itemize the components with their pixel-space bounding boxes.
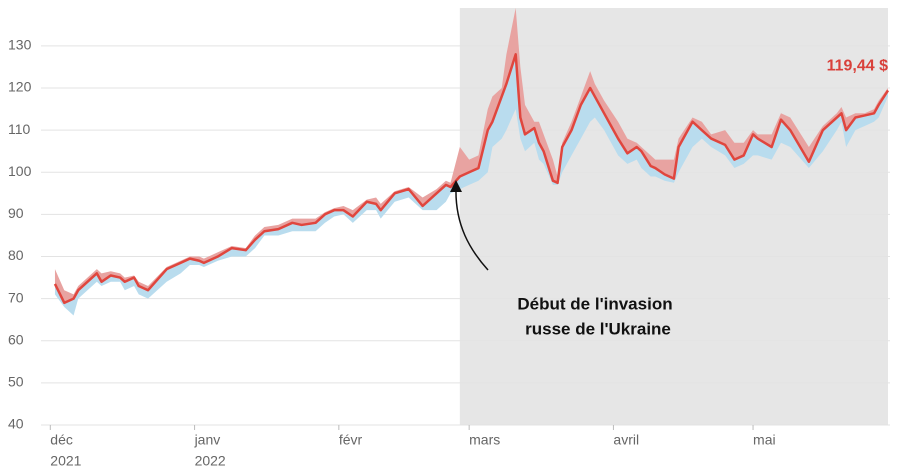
x-year-label: 2022 — [195, 453, 226, 469]
arrow-head — [450, 180, 462, 192]
x-tick-label: janv — [194, 432, 221, 448]
y-tick-label: 60 — [8, 331, 24, 347]
y-tick-label: 40 — [8, 416, 24, 432]
x-tick-label: mai — [753, 432, 776, 448]
y-tick-label: 50 — [8, 374, 24, 390]
annotation-arrow — [455, 187, 489, 271]
y-tick-label: 100 — [8, 163, 32, 179]
shaded-period — [459, 8, 888, 425]
high-band — [54, 8, 888, 303]
x-tick-label: févr — [339, 432, 363, 448]
price-line — [53, 53, 890, 305]
y-tick-label: 110 — [8, 121, 31, 137]
x-tick-label: avril — [613, 432, 639, 448]
y-tick-label: 80 — [8, 247, 24, 263]
y-tick-label: 70 — [8, 289, 24, 305]
y-tick-label: 90 — [8, 205, 24, 221]
x-year-label: 2021 — [50, 453, 81, 469]
x-tick-label: mars — [469, 432, 500, 448]
y-tick-label: 130 — [8, 37, 32, 53]
value-label: 119,44 $ — [827, 58, 889, 75]
annotation-line: Début de l'invasion — [517, 294, 672, 313]
x-tick-label: déc — [50, 432, 73, 448]
y-tick-label: 120 — [8, 79, 32, 95]
low-band — [54, 54, 888, 316]
annotation-line: russe de l'Ukraine — [525, 319, 671, 338]
